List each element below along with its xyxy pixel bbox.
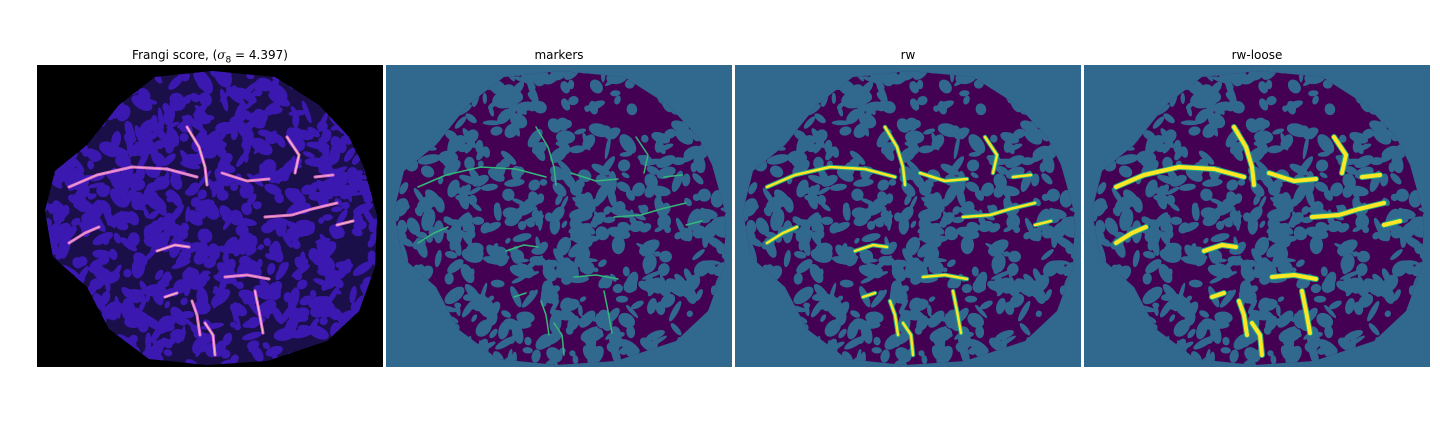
vessel-segment [540, 300, 550, 336]
vessel-segment [570, 172, 619, 182]
vessel-segment [603, 290, 613, 334]
vessel-segment [1114, 225, 1148, 245]
frangi-vessel-core [204, 322, 216, 356]
vessel-segment [765, 165, 897, 189]
frangi-vessel-core [191, 300, 201, 336]
segmented-vessels [417, 126, 703, 356]
vessel-segment [1202, 243, 1238, 253]
vessel-segment [1300, 289, 1312, 335]
vessel-segment [883, 125, 907, 187]
frangi-vessel-core [156, 244, 190, 252]
vessel-segment [1310, 201, 1386, 219]
frangi-vessel-core [314, 174, 334, 178]
vessel-segment [613, 202, 687, 218]
vessel-segment [663, 174, 683, 178]
vessel-segment [888, 299, 900, 337]
vessel-segment [573, 274, 619, 280]
vessel-segment [1114, 165, 1246, 189]
vessel-segment [1270, 273, 1318, 281]
vessel-segment [535, 126, 557, 186]
vessel-segment [901, 321, 915, 357]
frangi-vessel-core [68, 166, 198, 188]
frangi-vessel-core [221, 172, 270, 182]
vessel-segment [1033, 219, 1053, 227]
vessel-segment [961, 201, 1037, 219]
vessel-segment [505, 244, 539, 252]
vessel-segment [853, 243, 889, 253]
vessel-segment [983, 135, 999, 175]
vessel-segment [1360, 173, 1382, 179]
vessel-segment [1210, 291, 1226, 299]
vessel-segment [765, 225, 799, 245]
vessel-segment [685, 220, 703, 226]
vessel-segment [1382, 219, 1402, 227]
vessel-segment [1232, 125, 1256, 187]
vessel-segment [1332, 135, 1348, 175]
frangi-panel-title: Frangi score, (σ8 = 4.397) [132, 48, 288, 66]
vessel-segment [1237, 299, 1249, 337]
rw-image [735, 65, 1081, 367]
vessel-segment [951, 289, 963, 335]
rw-loose-panel-title: rw-loose [1231, 48, 1283, 62]
vessel-segment [1267, 171, 1318, 183]
vessel-segment [513, 292, 527, 298]
vessel-segment [417, 226, 449, 244]
vessel-segment [1250, 321, 1264, 357]
frangi-vessel-core [254, 290, 264, 334]
frangi-vessel-core [336, 220, 354, 226]
vessel-segment [861, 291, 877, 299]
rw-loose-image [1084, 65, 1430, 367]
frangi-vessels [67, 125, 355, 357]
frangi-vessel-core [264, 202, 338, 218]
vessel-segment [635, 136, 649, 174]
vessel-segment [918, 171, 969, 183]
markers-image [386, 65, 732, 367]
rw-panel-title: rw [900, 48, 916, 62]
frangi-vessel-core [186, 126, 208, 186]
vessel-segment [1011, 173, 1033, 179]
vessel-segment [921, 273, 969, 281]
frangi-score-image [37, 65, 383, 367]
vessel-segment [417, 166, 547, 188]
frangi-vessel-core [164, 292, 178, 298]
segmented-vessels [764, 124, 1054, 358]
markers-panel-title: markers [534, 48, 584, 62]
frangi-vessel-core [286, 136, 300, 174]
vessel-segment [553, 322, 565, 356]
frangi-vessel-core [224, 274, 270, 280]
segmented-vessels [1113, 124, 1403, 358]
tissue-texture [743, 71, 1075, 365]
frangi-vessel-core [68, 226, 100, 244]
